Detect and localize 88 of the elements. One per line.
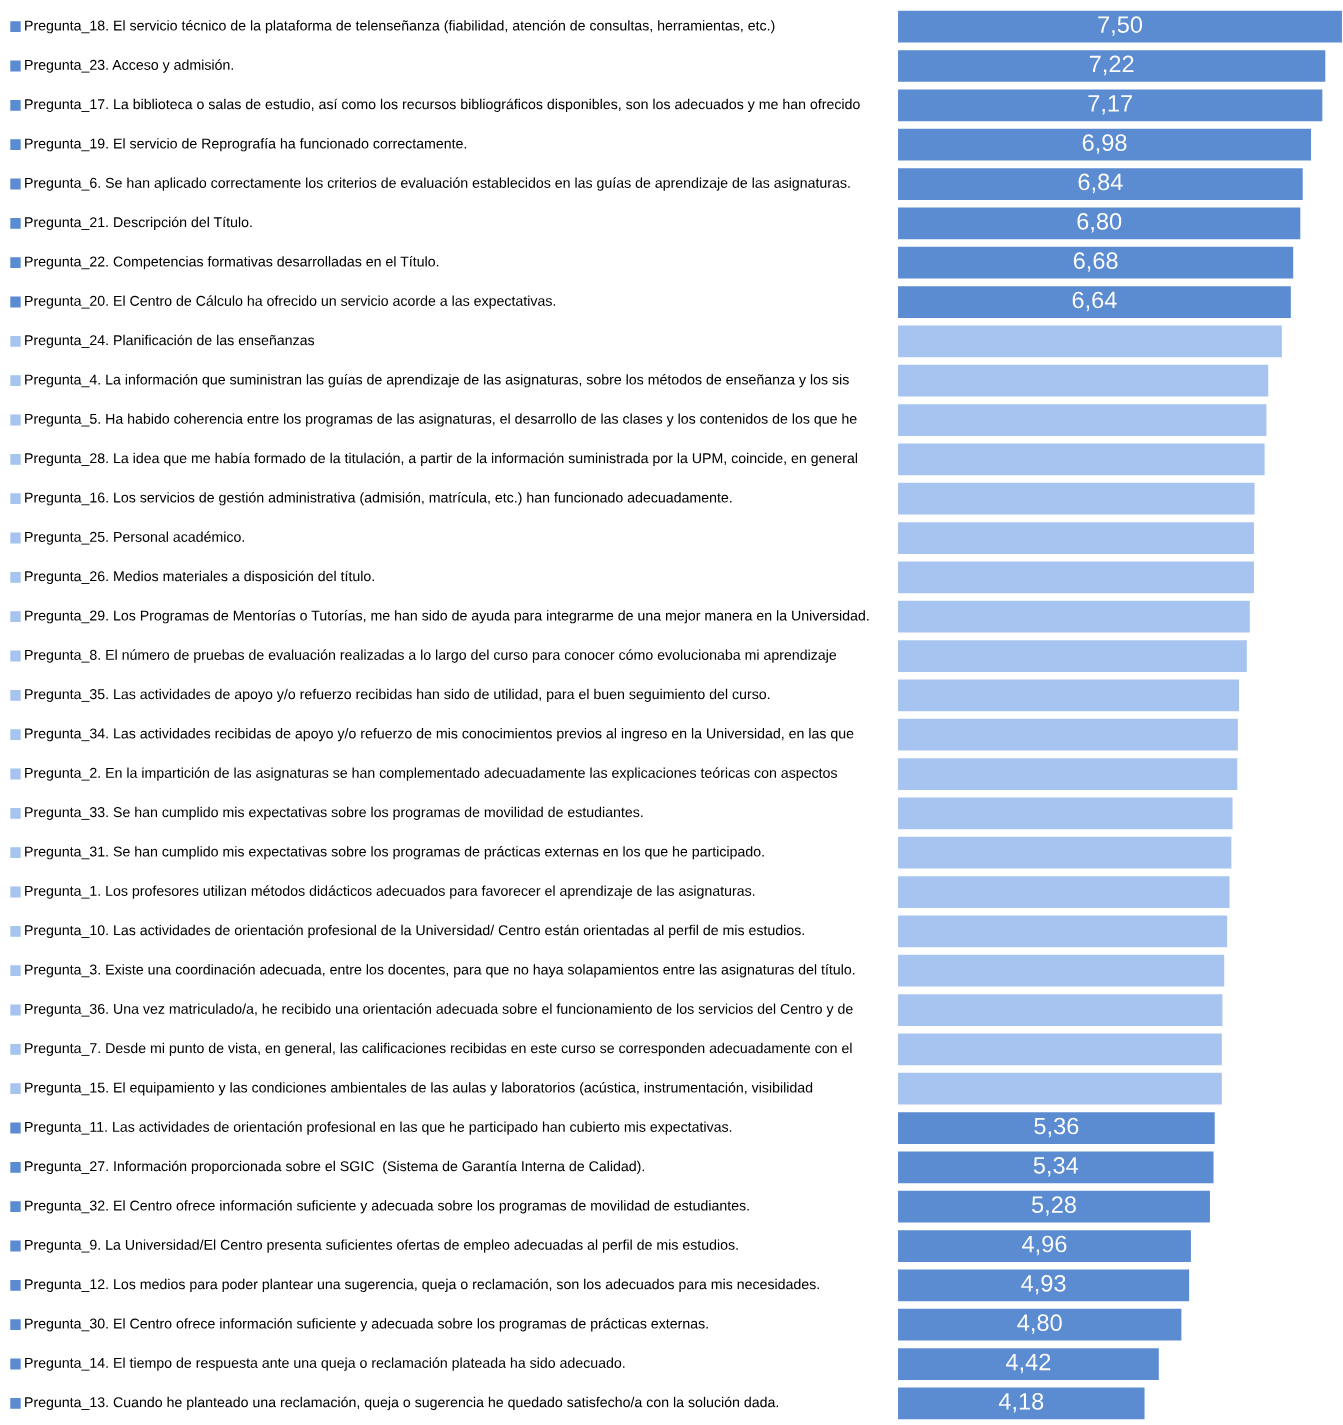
y-tick-label: Pregunta_4. La información que suministran las guías de aprendizaje de las asignaturas, sobre los métodos de enseñanza y los sis — [25, 373, 849, 388]
y-tick-label: Pregunta_3. Existe una coordinación adecuada, entre los docentes, para que no haya solapamientos entre las asignaturas del título. — [25, 964, 855, 978]
bar — [897, 913, 1230, 950]
y-tick-label: Pregunta_15. El equipamiento y las condiciones ambientales de las aulas y laboratorios (acústica, instrumentación, visibilidad — [25, 1082, 813, 1096]
bar — [897, 952, 1227, 989]
bar — [897, 480, 1257, 517]
bar — [897, 677, 1242, 714]
bar — [897, 1188, 1213, 1225]
bar — [897, 834, 1234, 871]
y-tick-label: Pregunta_13. Cuando he planteado una reclamación, queja o sugerencia he quedado satisfecho/a con la solución dada. — [25, 1396, 779, 1411]
bar — [897, 559, 1257, 596]
bar — [897, 1110, 1217, 1146]
y-tick-label: Pregunta_25. Personal académico. — [25, 531, 245, 545]
y-tick-label: Pregunta_24. Planificación de las enseñanzas — [25, 334, 315, 349]
bar — [897, 1306, 1184, 1343]
y-tick-label: Pregunta_29. Los Programas de Mentorías o Tutorías, me han sido de ayuda para integrarme de una mejor manera en la Universidad. — [25, 609, 869, 624]
bar — [897, 520, 1257, 556]
y-tick-label: Pregunta_16. Los servicios de gestión administrativa (admisión, matrícula, etc.) han funcionado adecuadamente. — [25, 491, 732, 506]
bar — [897, 795, 1235, 832]
bar — [897, 1149, 1216, 1186]
bar — [897, 1031, 1224, 1068]
bar — [897, 126, 1314, 163]
bar — [897, 362, 1271, 399]
data-label: 6,84 — [1078, 173, 1123, 194]
data-label: 4,80 — [1017, 1314, 1062, 1334]
data-label: 5,28 — [1031, 1196, 1076, 1216]
data-label: 6,80 — [1077, 212, 1122, 233]
data-label: 4,93 — [1021, 1274, 1066, 1295]
bar — [897, 1346, 1161, 1382]
bar — [897, 48, 1328, 84]
data-label: 6,98 — [1082, 134, 1127, 154]
bar — [897, 1267, 1192, 1304]
data-label: 6,68 — [1073, 252, 1118, 272]
y-tick-label: Pregunta_1. Los profesores utilizan métodos didácticos adecuados para favorecer el aprendizaje de las asignaturas. — [25, 885, 755, 899]
bar — [897, 1070, 1224, 1107]
y-tick-label: Pregunta_9. La Universidad/El Centro presenta suficientes ofertas de empleo adecuadas al perfil de mis estudios. — [25, 1239, 738, 1253]
bar — [897, 1228, 1193, 1264]
y-tick-label: Pregunta_21. Descripción del Título. — [25, 216, 252, 231]
bar — [897, 441, 1267, 478]
y-tick-label: Pregunta_28. La idea que me había formado de la titulación, a partir de la información suministrada por la UPM, coincide, en general — [25, 452, 858, 467]
data-label: 6,64 — [1072, 291, 1117, 312]
y-tick-label: Pregunta_2. En la impartición de las asignaturas se han complementado adecuadamente las explicaciones teóricas con aspectos — [25, 767, 837, 781]
bar — [897, 402, 1269, 438]
bar — [897, 166, 1305, 202]
bar — [897, 992, 1225, 1028]
y-tick-label: Pregunta_5. Ha habido coherencia entre los programas de las asignaturas, el desarrollo de las clases y los contenidos de los que he — [25, 413, 857, 427]
bar — [897, 1385, 1147, 1422]
y-tick-label: Pregunta_19. El servicio de Reprografía ha funcionado correctamente. — [25, 137, 467, 152]
y-tick-label: Pregunta_18. El servicio técnico de la plataforma de telenseñanza (fiabilidad, atención de consultas, herramientas, etc.) — [25, 19, 775, 34]
y-tick-label: Pregunta_31. Se han cumplido mis expectativas sobre los programas de prácticas externas en los que he participado. — [25, 846, 764, 860]
bar — [897, 323, 1284, 360]
y-tick-label: Pregunta_36. Una vez matriculado/a, he recibido una orientación adecuada sobre el funcionamiento de los servicios del Centro y de — [25, 1003, 853, 1017]
y-tick-label: Pregunta_12. Los medios para poder plantear una sugerencia, queja o reclamación, son los adecuados para mis necesidades. — [25, 1278, 819, 1293]
y-tick-label: Pregunta_27. Información proporcionada sobre el SGIC (Sistema de Garantía Interna de Calidad). — [25, 1160, 645, 1175]
bar — [897, 87, 1325, 124]
data-label: 4,96 — [1022, 1235, 1067, 1256]
data-label: 7,17 — [1088, 95, 1132, 115]
bar — [897, 284, 1293, 320]
bar — [897, 716, 1240, 753]
y-tick-label: Pregunta_10. Las actividades de orientación profesional de la Universidad/ Centro están orientadas al perfil de mis estudios. — [25, 924, 804, 939]
y-tick-label: Pregunta_22. Competencias formativas desarrolladas en el Título. — [25, 255, 439, 270]
bar — [897, 244, 1296, 281]
y-tick-label: Pregunta_34. Las actividades recibidas de apoyo y/o refuerzo de mis conocimientos previos al ingreso en la Universidad, en las que — [25, 728, 854, 742]
data-label: 4,42 — [1005, 1353, 1051, 1374]
data-label: 7,22 — [1089, 55, 1134, 76]
y-tick-label: Pregunta_20. El Centro de Cálculo ha ofrecido un servicio acorde a las expectativas. — [25, 295, 556, 309]
y-tick-label: Pregunta_11. Las actividades de orientación profesional en las que he participado han cubierto mis expectativas. — [25, 1121, 732, 1135]
bar — [897, 205, 1303, 242]
y-tick-label: Pregunta_6. Se han aplicado correctamente los criterios de evaluación establecidos en las guías de aprendizaje de las asignaturas. — [25, 177, 850, 191]
y-tick-label: Pregunta_35. Las actividades de apoyo y/o refuerzo recibidas han sido de utilidad, para el buen seguimiento del curso. — [25, 688, 770, 702]
y-tick-label: Pregunta_30. El Centro ofrece información suficiente y adecuada sobre los programas de prácticas externas. — [25, 1318, 708, 1332]
bar — [897, 598, 1252, 635]
y-tick-label: Pregunta_14. El tiempo de respuesta ante una queja o reclamación plateada ha sido adecuado. — [25, 1357, 625, 1371]
y-tick-label: Pregunta_32. El Centro ofrece información suficiente y adecuada sobre los programas de movilidad de estudiantes. — [25, 1200, 749, 1214]
bar — [897, 638, 1249, 674]
bar — [897, 8, 1343, 45]
y-tick-label: Pregunta_33. Se han cumplido mis expectativas sobre los programas de movilidad de estudiantes. — [25, 806, 643, 820]
y-tick-label: Pregunta_17. La biblioteca o salas de estudio, así como los recursos bibliográficos disponibles, son los adecuados y me han ofrecido — [25, 98, 860, 113]
bar — [897, 756, 1240, 792]
data-label: 4,18 — [998, 1392, 1044, 1413]
data-label: 5,34 — [1033, 1156, 1079, 1177]
y-tick-label: Pregunta_7. Desde mi punto de vista, en general, las calificaciones recibidas en este curso se corresponden adecuadamente con el — [25, 1042, 852, 1056]
y-tick-label: Pregunta_23. Acceso y admisión. — [25, 59, 233, 73]
y-tick-label: Pregunta_26. Medios materiales a disposición del título. — [25, 570, 374, 585]
y-tick-label: Pregunta_8. El número de pruebas de evaluación realizadas a lo largo del curso para conocer cómo evolucionaba mi aprendizaje — [25, 649, 837, 663]
bar — [897, 874, 1232, 910]
data-label: 5,36 — [1034, 1117, 1079, 1138]
data-label: 7,50 — [1098, 16, 1143, 36]
